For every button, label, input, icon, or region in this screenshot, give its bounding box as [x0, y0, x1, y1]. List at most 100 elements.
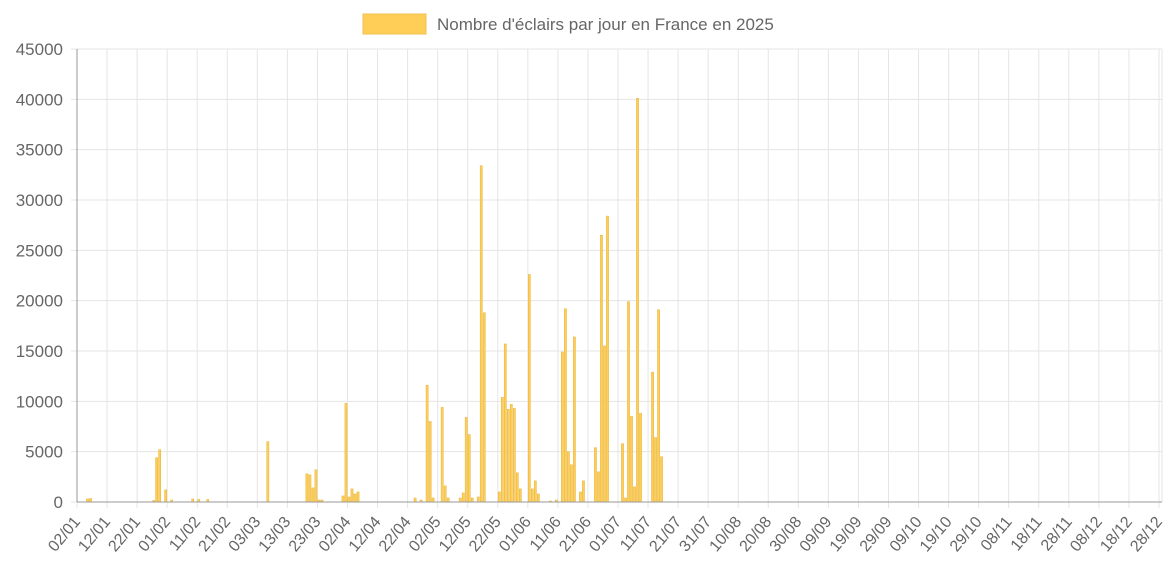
x-tick-label: 11/06	[527, 514, 565, 555]
bar	[413, 497, 417, 503]
x-tick-label: 01/06	[496, 514, 535, 556]
bar	[654, 437, 657, 503]
x-tick-label: 22/04	[376, 514, 415, 556]
bar	[573, 336, 576, 503]
bar	[464, 417, 468, 503]
x-tick-label: 18/11	[1008, 514, 1046, 555]
x-tick-label: 18/12	[1097, 514, 1136, 556]
x-tick-label: 12/05	[436, 514, 475, 556]
bar	[164, 489, 167, 503]
bar	[431, 497, 435, 503]
bar	[534, 480, 537, 503]
bar	[528, 274, 531, 503]
x-tick-label: 02/05	[406, 514, 445, 556]
x-tick-label: 30/08	[767, 514, 806, 556]
x-tick-label: 28/12	[1127, 514, 1166, 556]
bar	[341, 495, 345, 503]
bar	[597, 471, 600, 503]
y-tick-label: 35000	[16, 141, 63, 160]
x-tick-label: 13/03	[256, 514, 295, 556]
bar	[482, 312, 486, 503]
x-tick-label: 02/01	[45, 514, 84, 556]
bar	[627, 301, 630, 503]
bar	[639, 413, 642, 503]
bar	[600, 234, 603, 503]
bar	[344, 403, 348, 503]
x-tick-label: 31/07	[676, 514, 715, 556]
bar	[314, 469, 318, 503]
y-tick-label: 0	[54, 493, 63, 512]
y-tick-label: 40000	[16, 90, 63, 109]
bar	[660, 456, 663, 503]
y-tick-label: 5000	[25, 443, 63, 462]
bar	[428, 421, 432, 503]
bar	[603, 345, 606, 503]
bar	[347, 496, 351, 503]
bar	[657, 309, 660, 503]
bar	[266, 441, 270, 503]
x-tick-label: 29/09	[857, 514, 896, 556]
y-tick-label: 25000	[16, 241, 63, 260]
legend[interactable]: Nombre d'éclairs par jour en France en 2…	[362, 13, 774, 35]
bar	[630, 416, 633, 503]
x-tick-label: 20/08	[737, 514, 776, 556]
bar	[89, 498, 92, 503]
x-tick-label: 11/07	[617, 514, 655, 555]
bar	[503, 343, 507, 503]
x-tick-label: 21/07	[646, 514, 685, 556]
x-tick-label: 01/02	[135, 514, 174, 556]
bar	[476, 496, 480, 503]
bar	[564, 308, 567, 503]
bar	[458, 497, 462, 503]
x-axis-ticks: 02/0112/0122/0101/0211/0221/0203/0313/03…	[45, 514, 1166, 556]
legend-label: Nombre d'éclairs par jour en France en 2…	[437, 15, 774, 34]
bar	[155, 457, 158, 503]
bar	[305, 473, 309, 503]
x-tick-label: 22/05	[466, 514, 505, 556]
y-tick-label: 20000	[16, 292, 63, 311]
y-tick-label: 45000	[16, 40, 63, 59]
x-tick-label: 08/12	[1067, 514, 1106, 556]
legend-swatch	[362, 13, 427, 35]
x-tick-label: 22/01	[105, 514, 144, 556]
bar	[570, 464, 573, 503]
bar	[467, 434, 471, 503]
x-tick-label: 02/04	[316, 514, 355, 556]
x-tick-label: 21/06	[556, 514, 595, 556]
x-tick-label: 08/11	[978, 514, 1016, 555]
bar	[158, 449, 161, 503]
bar	[500, 397, 504, 503]
y-tick-label: 10000	[16, 392, 63, 411]
bar	[579, 491, 582, 503]
bar	[443, 485, 447, 503]
x-gridlines	[76, 49, 1163, 508]
bar	[633, 486, 636, 503]
bar	[594, 447, 597, 503]
x-tick-label: 12/01	[75, 514, 114, 556]
bar	[311, 487, 315, 503]
bar	[497, 491, 501, 503]
bar	[636, 98, 639, 503]
x-tick-label: 03/03	[226, 514, 265, 556]
x-tick-label: 21/02	[196, 514, 235, 556]
x-tick-label: 28/11	[1038, 514, 1076, 555]
y-gridlines	[71, 48, 1162, 503]
x-tick-label: 01/07	[586, 514, 625, 556]
bar	[356, 491, 360, 503]
x-tick-label: 29/10	[947, 514, 986, 556]
bar	[537, 493, 540, 503]
bar	[512, 408, 516, 503]
x-tick-label: 11/02	[166, 514, 204, 555]
bar	[446, 497, 450, 503]
x-tick-label: 19/09	[827, 514, 866, 556]
bar	[308, 474, 312, 503]
bar	[621, 443, 624, 503]
bar	[531, 488, 534, 503]
x-tick-label: 09/09	[797, 514, 836, 556]
bar	[561, 351, 564, 503]
x-tick-label: 10/08	[707, 514, 746, 556]
bar	[425, 384, 429, 503]
bar	[606, 215, 609, 503]
bar	[350, 488, 354, 503]
